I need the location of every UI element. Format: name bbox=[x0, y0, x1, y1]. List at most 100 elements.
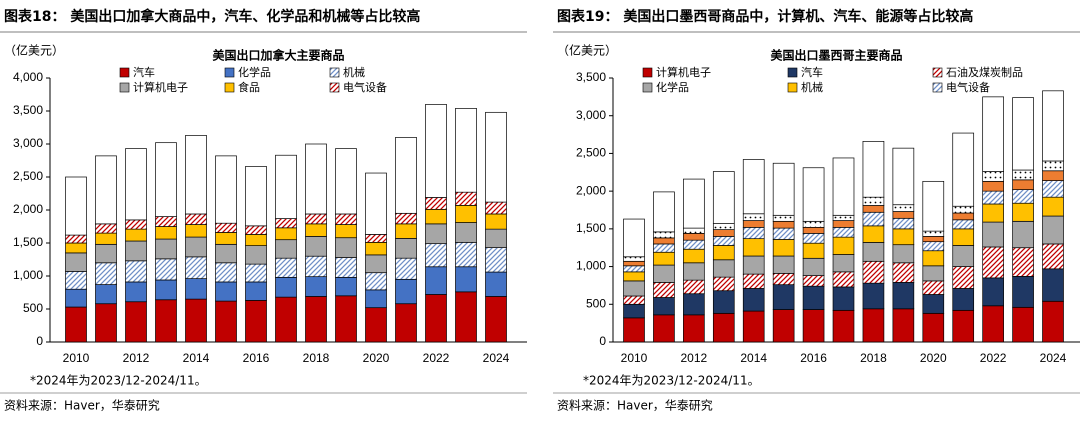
y-tick-label: 3,000 bbox=[13, 136, 43, 150]
y-tick-label: 0 bbox=[599, 334, 606, 348]
y-axis-label: （亿美元） bbox=[557, 43, 617, 58]
bar-segment bbox=[982, 221, 1004, 248]
bar-segment bbox=[623, 295, 645, 305]
bar-segment bbox=[245, 281, 267, 301]
bar-segment bbox=[712, 290, 735, 314]
bar-segment bbox=[712, 276, 735, 292]
bar-segment bbox=[653, 264, 675, 283]
bar-segment bbox=[1042, 300, 1064, 343]
y-tick-label: 3,000 bbox=[576, 108, 606, 122]
bar-segment bbox=[623, 303, 645, 319]
bar-segment bbox=[125, 301, 147, 343]
x-tick-label: 2022 bbox=[980, 351, 1007, 365]
bar-segment bbox=[772, 239, 795, 257]
legend-label: 化学品 bbox=[238, 65, 271, 79]
bar-segment bbox=[982, 180, 1004, 192]
x-tick-label: 2014 bbox=[183, 351, 210, 365]
bar-segment bbox=[1012, 220, 1034, 249]
bar-segment bbox=[802, 275, 825, 287]
bar-segment bbox=[922, 241, 945, 252]
bar-segment bbox=[952, 212, 975, 221]
x-tick-label: 2010 bbox=[621, 351, 648, 365]
bar-segment bbox=[862, 196, 885, 206]
legend-label: 电气设备 bbox=[946, 80, 990, 94]
x-tick-label: 2016 bbox=[800, 351, 827, 365]
bar-segment bbox=[683, 262, 705, 281]
bar-segment bbox=[623, 256, 645, 262]
bar-segment bbox=[425, 197, 447, 210]
bar-segment bbox=[125, 228, 147, 242]
bar-segment bbox=[742, 220, 765, 228]
bar-segment bbox=[832, 309, 855, 343]
bar-segment bbox=[335, 224, 357, 239]
bar-segment bbox=[832, 254, 855, 273]
bar-segment bbox=[1012, 202, 1034, 222]
legend-label: 机械 bbox=[801, 80, 823, 94]
bar-segment bbox=[922, 236, 945, 243]
bar-segment bbox=[922, 265, 945, 282]
chart-title: 美国出口加拿大主要商品 bbox=[212, 48, 344, 63]
bar-segment bbox=[365, 254, 387, 274]
bar-segment bbox=[1042, 243, 1064, 270]
legend-swatch bbox=[787, 82, 798, 93]
bar-segment bbox=[742, 310, 765, 343]
bar-segment bbox=[275, 154, 297, 219]
bar-segment bbox=[305, 276, 327, 297]
bar-segment bbox=[335, 295, 357, 343]
y-tick-label: 0 bbox=[36, 334, 43, 348]
bar-segment bbox=[425, 266, 447, 295]
x-tick-label: 2014 bbox=[740, 351, 767, 365]
bar-segment bbox=[95, 303, 117, 343]
bar-segment bbox=[65, 288, 87, 308]
bar-segment bbox=[802, 226, 825, 234]
bar-segment bbox=[952, 309, 975, 343]
bar-segment bbox=[802, 285, 825, 310]
x-tick-label: 2012 bbox=[681, 351, 708, 365]
bar-segment bbox=[1012, 247, 1034, 277]
y-tick-label: 2,500 bbox=[576, 146, 606, 160]
bar-segment bbox=[305, 213, 327, 225]
bar-segment bbox=[892, 147, 915, 206]
bar-segment bbox=[683, 227, 705, 234]
bar-segment bbox=[395, 238, 417, 259]
bar-segment bbox=[922, 180, 945, 232]
y-tick-label: 1,500 bbox=[13, 235, 43, 249]
bar-segment bbox=[245, 300, 267, 343]
bar-segment bbox=[245, 166, 267, 227]
legend-swatch bbox=[119, 67, 130, 78]
bar-segment bbox=[832, 157, 855, 216]
bar-segment bbox=[305, 143, 327, 215]
bar-segment bbox=[862, 225, 885, 243]
bar-segment bbox=[862, 211, 885, 227]
bar-segment bbox=[185, 236, 207, 258]
bar-segment bbox=[65, 271, 87, 290]
bar-segment bbox=[1012, 276, 1034, 308]
bar-segment bbox=[1012, 179, 1034, 190]
legend-swatch bbox=[642, 67, 653, 78]
bar-segment bbox=[365, 289, 387, 309]
bar-segment bbox=[982, 96, 1004, 172]
bar-segment bbox=[802, 309, 825, 343]
bar-segment bbox=[653, 297, 675, 316]
bar-segment bbox=[892, 211, 915, 219]
panel: 图表18： 美国出口加拿大商品中，汽车、化学品和机械等占比较高 （亿美元） 美国出口… bbox=[0, 8, 527, 413]
bar-segment bbox=[365, 307, 387, 343]
bar-segment bbox=[275, 239, 297, 259]
bar-segment bbox=[245, 245, 267, 265]
panel: 图表19： 美国出口墨西哥商品中，计算机、汽车、能源等占比较高 （亿美元） 美国出口… bbox=[553, 8, 1080, 413]
bar-segment bbox=[623, 280, 645, 297]
bar-segment bbox=[623, 265, 645, 273]
bar-segment bbox=[802, 220, 825, 228]
bar-segment bbox=[982, 305, 1004, 343]
bar-segment bbox=[712, 229, 735, 237]
bar-segment bbox=[802, 233, 825, 244]
bar-segment bbox=[125, 219, 147, 230]
legend-swatch bbox=[224, 82, 235, 93]
bar-segment bbox=[892, 228, 915, 246]
bar-segment bbox=[772, 162, 795, 216]
x-tick-label: 2010 bbox=[63, 351, 90, 365]
bar-segment bbox=[65, 242, 87, 254]
bar-segment bbox=[742, 288, 765, 312]
bar-segment bbox=[1042, 268, 1064, 302]
y-tick-label: 1,500 bbox=[576, 221, 606, 235]
